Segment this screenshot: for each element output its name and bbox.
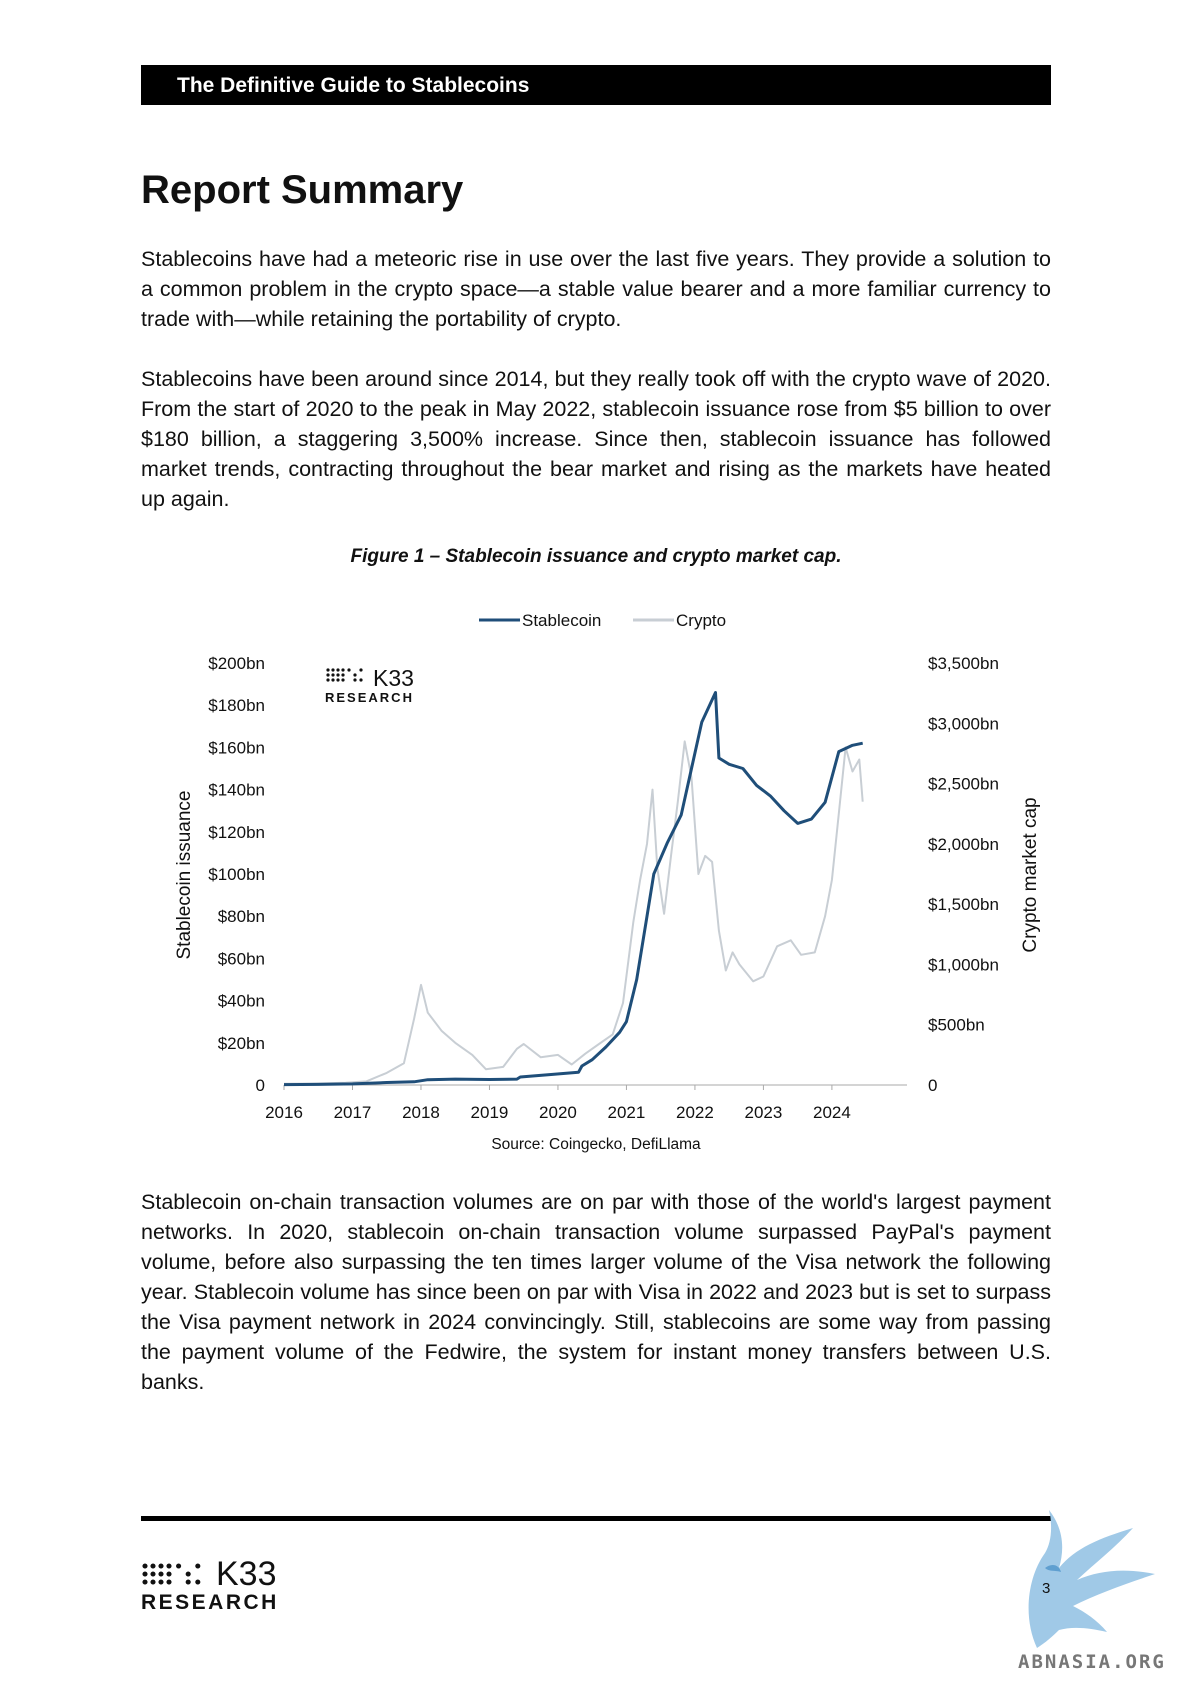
y-left-tick-label: $100bn [208,865,265,884]
logo-dot [353,678,357,682]
x-tick-label: 2024 [813,1103,851,1122]
footer-logo-name: K33 [216,1555,277,1593]
x-tick-labels: 2016 2017 2018 2019 2020 2021 2022 2023 2024 [265,1103,851,1122]
logo-dot [336,668,340,672]
x-tick-label: 2018 [402,1103,440,1122]
logo-dot [353,673,357,677]
logo-dot [331,678,335,682]
logo-dot [195,1579,201,1585]
chart-logo: K33 RESEARCH [325,665,414,705]
logo-dot [142,1563,148,1569]
griffin-watermark-icon [1028,1510,1155,1648]
logo-dot [359,668,363,672]
footer-rule [141,1516,1051,1521]
logo-dot [195,1563,201,1569]
footer-logo: K33 RESEARCH [141,1555,291,1615]
y-right-tick-label: $1,500bn [928,895,999,914]
x-tick-label: 2017 [334,1103,372,1122]
page-number: 3 [1042,1580,1051,1597]
x-tick-label: 2023 [745,1103,783,1122]
logo-dot [341,668,345,672]
series-crypto-line [283,740,864,1085]
y-right-tick-label: $500bn [928,1016,985,1035]
logo-dot [158,1571,164,1577]
y-left-tick-label: $20bn [218,1034,265,1053]
y-right-axis-label: Crypto market cap [1020,797,1041,952]
y-left-axis-label: Stablecoin issuance [174,791,195,960]
k33-dots-icon [326,668,363,682]
y-left-tick-label: $120bn [208,823,265,842]
logo-dot [341,673,345,677]
y-left-tick-label: $80bn [218,907,265,926]
y-right-tick-label: $2,000bn [928,835,999,854]
series-stablecoin-line [283,691,864,1087]
logo-dot [166,1571,172,1577]
logo-dot [347,668,351,672]
watermark-text: ABNASIA.ORG [1018,1651,1166,1673]
chart-logo-name: K33 [373,665,414,691]
y-right-tick-label: $1,000bn [928,955,999,974]
paragraph-history: Stablecoins have been around since 2014,… [141,367,1051,511]
header-title: The Definitive Guide to Stablecoins [177,74,530,97]
legend-stablecoin-label: Stablecoin [522,611,601,630]
x-tick-label: 2020 [539,1103,577,1122]
logo-dot [142,1571,148,1577]
watermark: ABNASIA.ORG [1015,1508,1165,1673]
y-right-tick-label: 0 [928,1076,937,1095]
logo-dot [331,668,335,672]
x-tick-marks [283,1085,833,1090]
paragraph-intro: Stablecoins have had a meteoric rise in … [141,247,1051,331]
y-right-tick-labels: 0 $500bn $1,000bn $1,500bn $2,000bn $2,500bn $… [928,654,999,1095]
page-title: Report Summary [141,168,464,212]
y-right-tick-label: $2,500bn [928,775,999,794]
x-tick-label: 2019 [471,1103,509,1122]
footer-logo-sub: RESEARCH [141,1591,279,1614]
chart-logo-sub: RESEARCH [325,690,414,705]
logo-dot [326,678,330,682]
figure-caption: Figure 1 – Stablecoin issuance and crypt… [350,546,842,567]
chart-legend: Stablecoin Crypto [479,611,726,630]
x-tick-label: 2022 [676,1103,714,1122]
logo-dot [158,1579,164,1585]
y-left-tick-label: $140bn [208,781,265,800]
y-right-tick-label: $3,500bn [928,654,999,673]
logo-dot [336,678,340,682]
header-bar: The Definitive Guide to Stablecoins [141,65,1051,105]
logo-dot [158,1563,164,1569]
logo-dot [331,673,335,677]
x-tick-label: 2021 [608,1103,646,1122]
y-left-tick-labels: 0 $20bn $40bn $60bn $80bn $100bn $120bn $140bn $… [208,654,265,1095]
logo-dot [185,1579,191,1585]
logo-dot [359,678,363,682]
x-tick-label: 2016 [265,1103,303,1122]
logo-dot [142,1579,148,1585]
y-left-tick-label: $200bn [208,654,265,673]
y-left-tick-label: $40bn [218,992,265,1011]
figure-source: Source: Coingecko, DefiLlama [491,1136,701,1153]
logo-dot [176,1563,182,1569]
logo-dot [185,1571,191,1577]
legend-crypto-label: Crypto [676,611,726,630]
k33-dots-icon [142,1563,201,1585]
logo-dot [326,673,330,677]
y-left-tick-label: 0 [256,1076,265,1095]
logo-dot [326,668,330,672]
y-left-tick-label: $160bn [208,738,265,757]
logo-dot [150,1571,156,1577]
logo-dot [336,673,340,677]
y-right-tick-label: $3,000bn [928,714,999,733]
y-left-tick-label: $60bn [218,949,265,968]
logo-dot [166,1563,172,1569]
logo-dot [150,1563,156,1569]
logo-dot [341,678,345,682]
y-left-tick-label: $180bn [208,696,265,715]
logo-dot [150,1579,156,1585]
logo-dot [166,1579,172,1585]
paragraph-volumes: Stablecoin on-chain transaction volumes … [141,1190,1051,1394]
